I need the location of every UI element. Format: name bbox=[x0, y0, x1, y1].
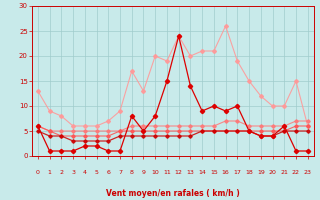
X-axis label: Vent moyen/en rafales ( km/h ): Vent moyen/en rafales ( km/h ) bbox=[106, 189, 240, 198]
